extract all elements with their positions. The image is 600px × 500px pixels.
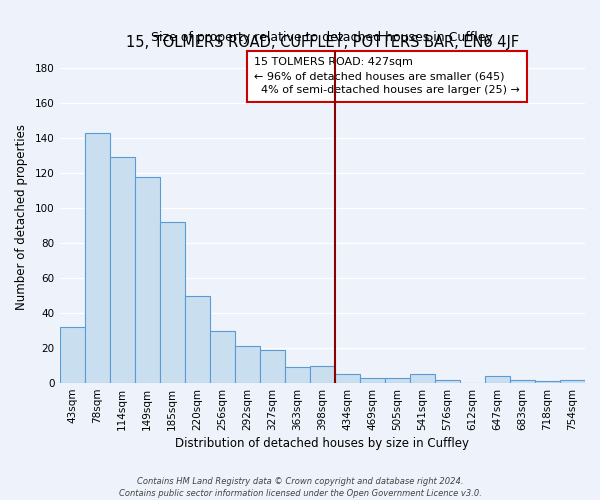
Bar bbox=[185, 296, 209, 383]
Bar bbox=[110, 158, 134, 383]
Bar bbox=[485, 376, 510, 383]
Bar bbox=[160, 222, 185, 383]
Bar bbox=[360, 378, 385, 383]
Bar bbox=[385, 378, 410, 383]
Bar bbox=[134, 176, 160, 383]
Text: Contains HM Land Registry data © Crown copyright and database right 2024.
Contai: Contains HM Land Registry data © Crown c… bbox=[119, 476, 481, 498]
Y-axis label: Number of detached properties: Number of detached properties bbox=[15, 124, 28, 310]
Bar bbox=[435, 380, 460, 383]
Bar bbox=[260, 350, 285, 383]
Bar bbox=[410, 374, 435, 383]
Title: 15, TOLMERS ROAD, CUFFLEY, POTTERS BAR, EN6 4JF: 15, TOLMERS ROAD, CUFFLEY, POTTERS BAR, … bbox=[126, 34, 519, 50]
Bar bbox=[285, 368, 310, 383]
Bar bbox=[510, 380, 535, 383]
Bar bbox=[335, 374, 360, 383]
X-axis label: Distribution of detached houses by size in Cuffley: Distribution of detached houses by size … bbox=[175, 437, 469, 450]
Bar bbox=[209, 330, 235, 383]
Bar bbox=[310, 366, 335, 383]
Text: Size of property relative to detached houses in Cuffley: Size of property relative to detached ho… bbox=[151, 31, 493, 44]
Bar bbox=[535, 382, 560, 383]
Bar bbox=[560, 380, 585, 383]
Text: 15 TOLMERS ROAD: 427sqm
← 96% of detached houses are smaller (645)
  4% of semi-: 15 TOLMERS ROAD: 427sqm ← 96% of detache… bbox=[254, 58, 520, 96]
Bar bbox=[85, 133, 110, 383]
Bar bbox=[235, 346, 260, 383]
Bar bbox=[59, 327, 85, 383]
